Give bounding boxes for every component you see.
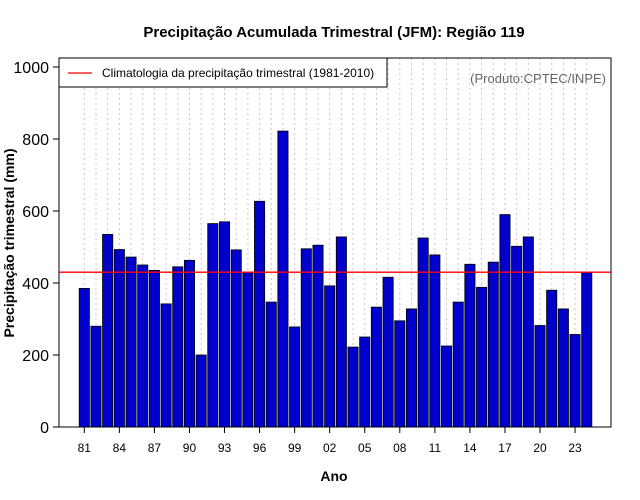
y-tick-label: 800 <box>22 132 49 149</box>
x-tick-label: 87 <box>148 441 162 455</box>
y-tick-label: 0 <box>40 420 49 437</box>
bar-2015 <box>476 286 488 428</box>
bar-1990 <box>183 259 195 428</box>
bar-1987 <box>148 269 160 428</box>
bar-1983 <box>102 233 114 428</box>
y-tick-label: 200 <box>22 348 49 365</box>
x-tick-label: 90 <box>183 441 197 455</box>
bar-1997 <box>265 301 277 428</box>
legend: Climatologia da precipitação trimestral … <box>58 57 388 88</box>
bar-2017 <box>499 214 511 428</box>
x-tick-label: 11 <box>429 441 442 455</box>
bar-2007 <box>382 276 394 428</box>
bar-1993 <box>219 221 231 428</box>
bar-1984 <box>113 249 125 428</box>
bar-2011 <box>429 254 441 428</box>
bar-1995 <box>242 271 254 428</box>
x-tick-label: 14 <box>463 441 477 455</box>
x-tick-label: 20 <box>533 441 547 455</box>
bar-2013 <box>452 301 464 428</box>
x-tick-label: 93 <box>218 441 232 455</box>
x-tick-label: 84 <box>113 441 127 455</box>
bar-2019 <box>522 236 534 428</box>
bar-1991 <box>195 354 207 428</box>
x-tick-label: 99 <box>288 441 302 455</box>
bar-2008 <box>394 320 406 428</box>
bar-2020 <box>534 325 546 428</box>
bar-1986 <box>137 264 149 428</box>
bar-1999 <box>289 326 301 428</box>
bar-2006 <box>370 306 382 428</box>
bar-1988 <box>160 303 172 428</box>
y-axis: 0 200 400 600 800 1000 <box>13 60 59 437</box>
x-tick-label: 17 <box>498 441 512 455</box>
y-tick-label: 600 <box>22 204 49 221</box>
bar-2009 <box>405 308 417 428</box>
x-tick-label: 96 <box>253 441 267 455</box>
bar-2002 <box>324 285 336 428</box>
bar-1989 <box>172 266 184 428</box>
bar-2022 <box>557 308 569 428</box>
bar-1982 <box>90 325 102 428</box>
bar-2003 <box>335 236 347 428</box>
bar-2004 <box>347 346 359 428</box>
bar-2023 <box>569 334 581 428</box>
x-tick-label: 23 <box>568 441 582 455</box>
x-tick-label: 08 <box>393 441 407 455</box>
bar-1992 <box>207 223 219 428</box>
bar-1998 <box>277 130 289 428</box>
x-tick-label: 02 <box>323 441 337 455</box>
x-tick-label: 81 <box>78 441 92 455</box>
x-axis-title: Ano <box>320 468 347 484</box>
x-tick-label: 05 <box>358 441 372 455</box>
bar-1994 <box>230 249 242 428</box>
bar-2021 <box>546 289 558 428</box>
credit-label: (Produto:CPTEC/INPE) <box>470 71 606 86</box>
bar-1985 <box>125 256 137 428</box>
bar-2005 <box>359 336 371 428</box>
legend-label: Climatologia da precipitação trimestral … <box>102 66 374 80</box>
bar-2012 <box>441 345 453 428</box>
bars-group <box>78 130 593 428</box>
x-axis: 81 84 87 90 93 96 99 02 05 08 11 14 17 20 23 <box>78 427 582 455</box>
y-tick-label: 400 <box>22 276 49 293</box>
legend-box <box>58 57 388 88</box>
bar-2024 <box>581 271 593 428</box>
bar-1996 <box>254 200 266 428</box>
bar-2018 <box>511 245 523 428</box>
bar-2010 <box>417 237 429 428</box>
bar-2016 <box>487 261 499 428</box>
bar-2014 <box>464 263 476 428</box>
chart-title: Precipitação Acumulada Trimestral (JFM):… <box>143 24 524 41</box>
vertical-grid <box>83 58 588 427</box>
y-tick-label: 1000 <box>13 60 49 77</box>
bar-2000 <box>300 248 312 428</box>
bar-1981 <box>78 287 90 428</box>
y-axis-title: Precipitação trimestral (mm) <box>1 148 17 337</box>
